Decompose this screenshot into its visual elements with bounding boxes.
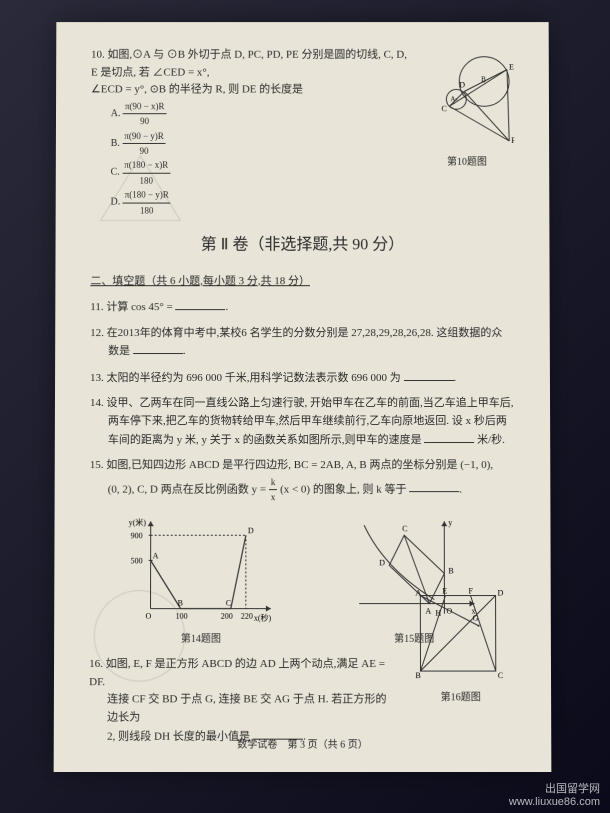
question-15: 15. 如图,已知四边形 ABCD 是平行四边形, BC = 2AB, A, B… <box>90 457 516 504</box>
blank-15 <box>409 480 459 492</box>
svg-text:D: D <box>379 558 385 567</box>
svg-text:500: 500 <box>131 556 143 565</box>
blank-13 <box>403 369 453 381</box>
pt-D: D <box>459 80 465 89</box>
q10-line1: 10. 如图,⊙A 与 ⊙B 外切于点 D, PC, PD, PE 分别是圆的切… <box>91 47 410 82</box>
blank-12 <box>133 342 183 354</box>
pt-C: C <box>441 104 446 113</box>
svg-text:D: D <box>248 526 254 535</box>
svg-text:220: 220 <box>241 611 253 620</box>
figure-10: P C E D A B 第10题图 <box>419 52 514 151</box>
question-12: 12. 在2013年的体育中考中,某校6 名学生的分数分别是 27,28,29,… <box>90 325 515 361</box>
section-2-title: 第 Ⅱ 卷（非选择题,共 90 分） <box>90 232 514 257</box>
svg-text:C: C <box>226 598 231 607</box>
svg-text:D: D <box>498 588 504 597</box>
svg-text:G: G <box>473 614 479 623</box>
svg-text:y: y <box>448 518 452 527</box>
q10-choice-a: A. π(90 − x)R90 <box>111 99 270 129</box>
svg-text:C: C <box>402 524 407 533</box>
figure-16: A D B C E F H G 第16题图 <box>410 585 511 705</box>
blank-11 <box>176 298 226 310</box>
pt-P: P <box>511 136 514 145</box>
svg-text:A: A <box>153 551 159 560</box>
svg-text:900: 900 <box>131 531 143 540</box>
svg-text:B: B <box>448 566 453 575</box>
exam-page: 10. 如图,⊙A 与 ⊙B 外切于点 D, PC, PD, PE 分别是圆的切… <box>54 22 552 772</box>
bleedthrough-triangle <box>96 151 186 226</box>
page-footer: 数学试卷 第 3 页（共 6 页） <box>54 738 552 754</box>
svg-text:H: H <box>435 609 441 618</box>
pt-A: A <box>450 95 455 103</box>
question-13: 13. 太阳的半径约为 696 000 千米,用科学记数法表示数 696 000… <box>90 369 515 388</box>
question-14: 14. 设甲、乙两车在同一直线公路上匀速行驶, 开始甲车在乙车的前面,当乙车追上… <box>90 395 515 449</box>
fill-blank-header: 二、填空题（共 6 小题,每小题 3 分,共 18 分） <box>90 273 514 291</box>
svg-text:x(秒): x(秒) <box>254 612 272 622</box>
pt-E: E <box>509 63 514 72</box>
svg-text:200: 200 <box>221 611 233 620</box>
svg-text:y(米): y(米) <box>129 517 147 527</box>
svg-text:E: E <box>442 586 447 595</box>
question-11: 11. 计算 cos 45° = . <box>90 298 515 317</box>
svg-text:C: C <box>498 671 503 680</box>
q10-line2: ∠ECD = y°, ⊙B 的半径为 R, 则 DE 的长度是 <box>91 82 410 99</box>
svg-text:B: B <box>415 671 420 680</box>
bleedthrough-circle <box>84 580 195 691</box>
blank-14 <box>424 431 474 443</box>
svg-text:A: A <box>415 588 421 597</box>
svg-text:F: F <box>468 586 473 595</box>
fig10-label: 第10题图 <box>420 154 515 170</box>
watermark: 出国留学网 www.liuxue86.com <box>509 780 600 808</box>
